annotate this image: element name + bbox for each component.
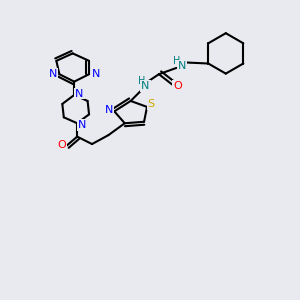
Text: O: O	[58, 140, 66, 150]
Text: H: H	[173, 56, 180, 66]
Text: N: N	[92, 69, 100, 79]
Text: N: N	[75, 88, 84, 98]
Text: O: O	[173, 81, 182, 91]
Text: N: N	[105, 106, 113, 116]
Text: N: N	[78, 120, 87, 130]
Text: S: S	[148, 99, 155, 109]
Text: H: H	[138, 76, 146, 86]
Text: N: N	[49, 69, 57, 79]
Text: N: N	[141, 81, 150, 91]
Text: N: N	[178, 61, 186, 71]
